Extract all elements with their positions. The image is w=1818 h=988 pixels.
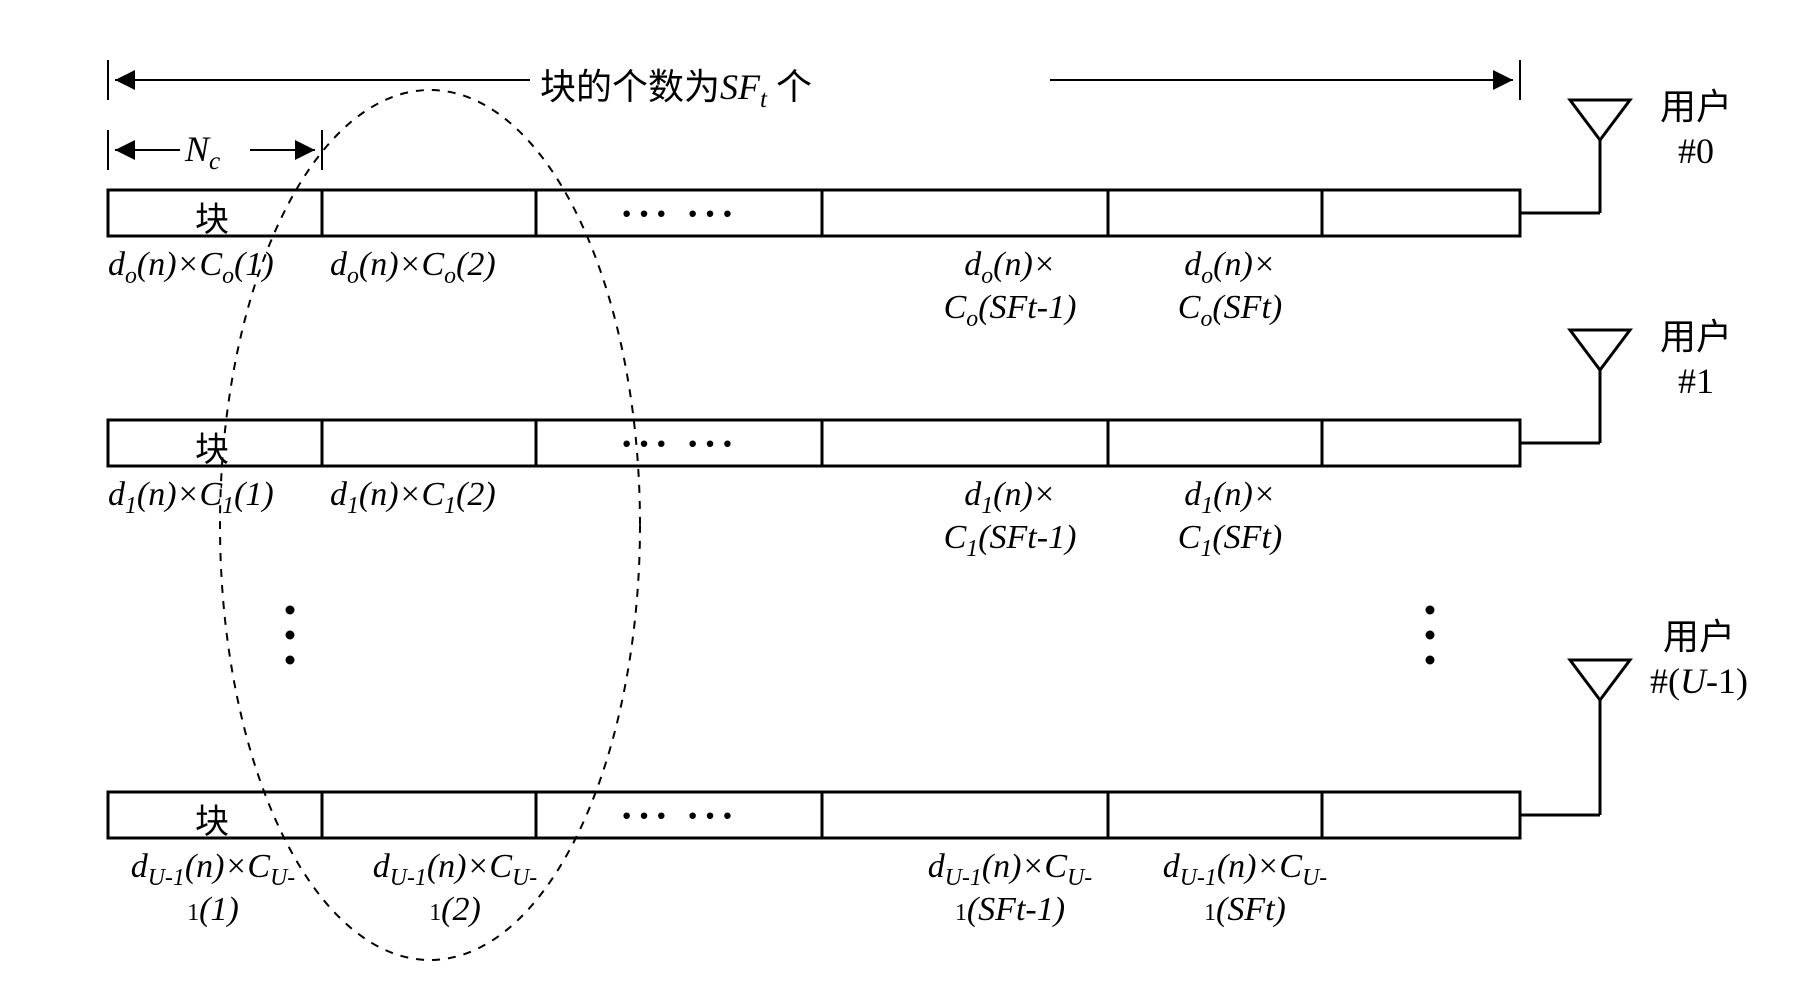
ellipse-highlight bbox=[220, 90, 640, 960]
formula: do(n)×Co(2) bbox=[330, 246, 496, 290]
user-label: 用户#(U-1) bbox=[1650, 608, 1748, 702]
formula: dU-1(n)×CU-1(SFt) bbox=[1130, 848, 1360, 928]
formula: d1(n)×C1(1) bbox=[108, 476, 274, 520]
antenna-icon bbox=[1520, 330, 1630, 443]
nc-label: Nc bbox=[185, 128, 220, 176]
formula: dU-1(n)×CU-1(2) bbox=[340, 848, 570, 928]
ellipsis: ··· ··· bbox=[620, 420, 738, 467]
formula: do(n)×Co(SFt-1) bbox=[910, 246, 1110, 332]
top-span-label: 块的个数为SFt 个 bbox=[540, 58, 812, 114]
antenna-icon bbox=[1520, 100, 1630, 213]
formula: d1(n)×C1(SFt) bbox=[1140, 476, 1320, 562]
formula: d1(n)×C1(2) bbox=[330, 476, 496, 520]
ellipsis: ··· ··· bbox=[620, 792, 738, 839]
formula: d1(n)×C1(SFt-1) bbox=[910, 476, 1110, 562]
formula: do(n)×Co(SFt) bbox=[1140, 246, 1320, 332]
formula: dU-1(n)×CU-1(SFt-1) bbox=[890, 848, 1130, 928]
antenna-icon bbox=[1520, 660, 1630, 815]
block-label: 块 bbox=[195, 192, 229, 241]
block-label: 块 bbox=[195, 422, 229, 471]
block-label: 块 bbox=[195, 794, 229, 843]
formula: do(n)×Co(1) bbox=[108, 246, 274, 290]
formula: dU-1(n)×CU-1(1) bbox=[98, 848, 328, 928]
user-label: 用户#1 bbox=[1660, 308, 1732, 402]
user-label: 用户#0 bbox=[1660, 78, 1732, 172]
diagram-canvas: 块的个数为SFt 个 Nc 块 ··· ··· do(n)×Co(1) do(n… bbox=[0, 0, 1818, 988]
ellipsis: ··· ··· bbox=[620, 190, 738, 237]
